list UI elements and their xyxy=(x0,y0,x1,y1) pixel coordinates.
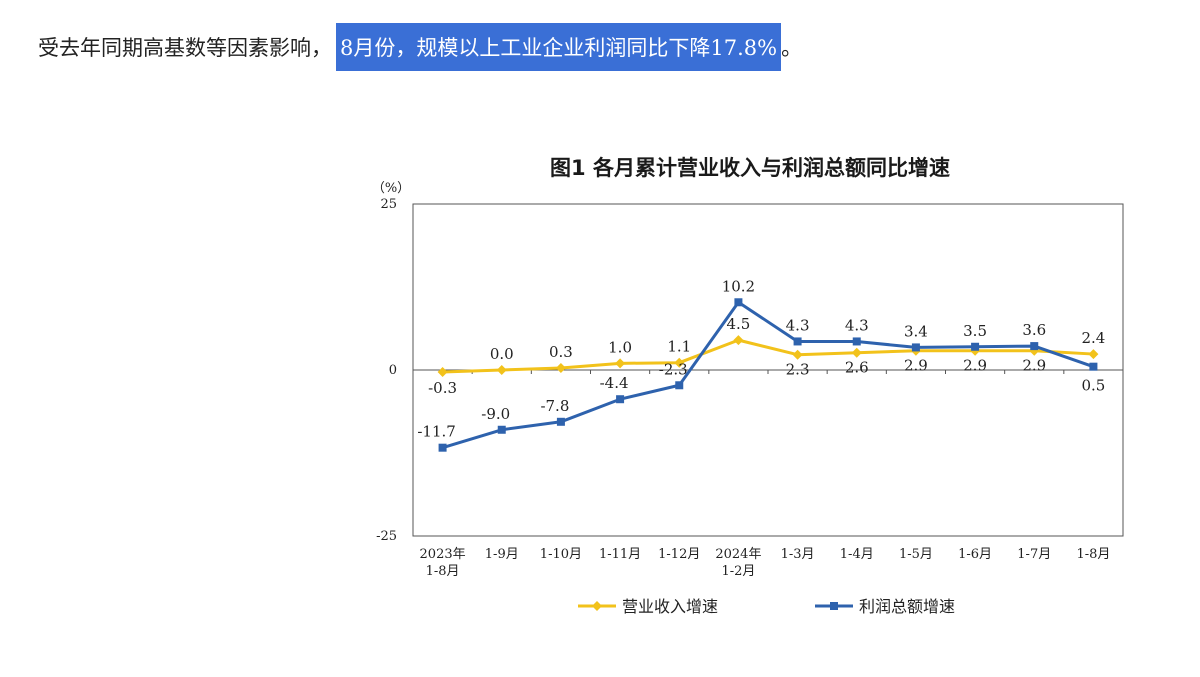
revenue-data-label: 1.0 xyxy=(608,338,632,356)
revenue-data-label: -0.3 xyxy=(428,379,457,397)
revenue-data-label: 2.6 xyxy=(845,359,869,377)
x-tick-label: 1-10月 xyxy=(540,547,582,562)
revenue-point xyxy=(1088,349,1099,360)
profit-data-label: 3.4 xyxy=(904,322,928,340)
profit-point xyxy=(911,343,920,352)
profit-point xyxy=(556,417,565,426)
revenue-point xyxy=(851,347,862,358)
x-tick-label: 1-8月 xyxy=(1076,547,1110,562)
revenue-data-label: 4.5 xyxy=(726,315,750,333)
revenue-point xyxy=(733,335,744,346)
headline-tail: 。 xyxy=(781,36,803,60)
x-tick-label: 1-3月 xyxy=(781,547,815,562)
x-tick-label: 2024年 xyxy=(715,547,761,562)
profit-data-label: 3.5 xyxy=(963,322,987,340)
profit-data-label: 10.2 xyxy=(722,277,755,295)
x-tick-label: 2023年 xyxy=(420,547,466,562)
legend-revenue-label: 营业收入增速 xyxy=(622,597,718,616)
line-chart: （%）25 0 -25 2023年 1-8月 1-9月 1-10月 1-11月 1-12月 202… xyxy=(372,181,1124,616)
profit-data-label: -9.0 xyxy=(481,405,510,423)
revenue-data-label: 2.4 xyxy=(1081,329,1105,347)
x-tick-label: 1-12月 xyxy=(658,547,700,562)
revenue-point xyxy=(496,365,507,375)
chart-title: 图1 各月累计营业收入与利润总额同比增速 xyxy=(550,156,950,180)
profit-point xyxy=(497,425,506,434)
profit-data-label: 3.6 xyxy=(1022,321,1046,339)
headline: 受去年同期高基数等因素影响， 8月份，规模以上工业企业利润同比下降17.8% 。 xyxy=(38,22,802,72)
legend-revenue-marker xyxy=(592,601,602,611)
headline-lead: 受去年同期高基数等因素影响， xyxy=(38,36,332,60)
series-line-revenue xyxy=(442,338,1094,374)
profit-point xyxy=(438,443,447,452)
profit-point xyxy=(971,342,980,351)
x-tick-label: 1-9月 xyxy=(485,547,519,562)
y-tick-label: -25 xyxy=(376,529,397,544)
profit-point xyxy=(734,298,743,307)
profit-data-label: 4.3 xyxy=(786,316,810,334)
legend-profit-marker xyxy=(830,602,838,610)
x-tick-label: 1-6月 xyxy=(958,547,992,562)
revenue-data-label: 1.1 xyxy=(667,338,691,356)
revenue-data-label: 0.0 xyxy=(490,345,514,363)
revenue-data-label: 2.9 xyxy=(904,357,928,375)
y-tick-label: 0 xyxy=(389,363,397,378)
revenue-point xyxy=(792,349,803,360)
x-tick-label: 1-2月 xyxy=(721,564,755,579)
revenue-data-label: 0.3 xyxy=(549,343,573,361)
profit-data-label: -11.7 xyxy=(417,423,455,441)
headline-highlight[interactable]: 8月份，规模以上工业企业利润同比下降17.8% xyxy=(336,23,782,71)
revenue-point xyxy=(674,357,685,368)
profit-data-label: 4.3 xyxy=(845,316,869,334)
legend-profit-label: 利润总额增速 xyxy=(859,597,955,616)
profit-data-label: -2.3 xyxy=(659,360,688,378)
profit-point xyxy=(793,337,802,346)
x-tick-label: 1-8月 xyxy=(426,564,460,579)
profit-data-label: -4.4 xyxy=(600,374,629,392)
revenue-point xyxy=(555,363,566,374)
x-tick-label: 1-5月 xyxy=(899,547,933,562)
profit-point xyxy=(852,337,861,346)
profit-point xyxy=(1030,342,1039,351)
revenue-point xyxy=(615,358,626,369)
revenue-point xyxy=(437,366,448,377)
profit-data-label: 0.5 xyxy=(1081,377,1105,395)
x-tick-label: 1-4月 xyxy=(840,547,874,562)
revenue-data-label: 2.3 xyxy=(786,361,810,379)
revenue-data-label: 2.9 xyxy=(963,357,987,375)
revenue-data-label: 2.9 xyxy=(1022,357,1046,375)
x-tick-label: 1-11月 xyxy=(599,547,641,562)
profit-data-label: -7.8 xyxy=(540,397,569,415)
profit-point xyxy=(1089,362,1098,371)
series-line-profit xyxy=(442,300,1094,450)
y-tick-label: 25 xyxy=(380,197,397,212)
profit-point xyxy=(675,381,684,390)
y-axis-unit: （%） xyxy=(372,181,410,196)
x-tick-label: 1-7月 xyxy=(1017,547,1051,562)
profit-point xyxy=(616,395,625,404)
